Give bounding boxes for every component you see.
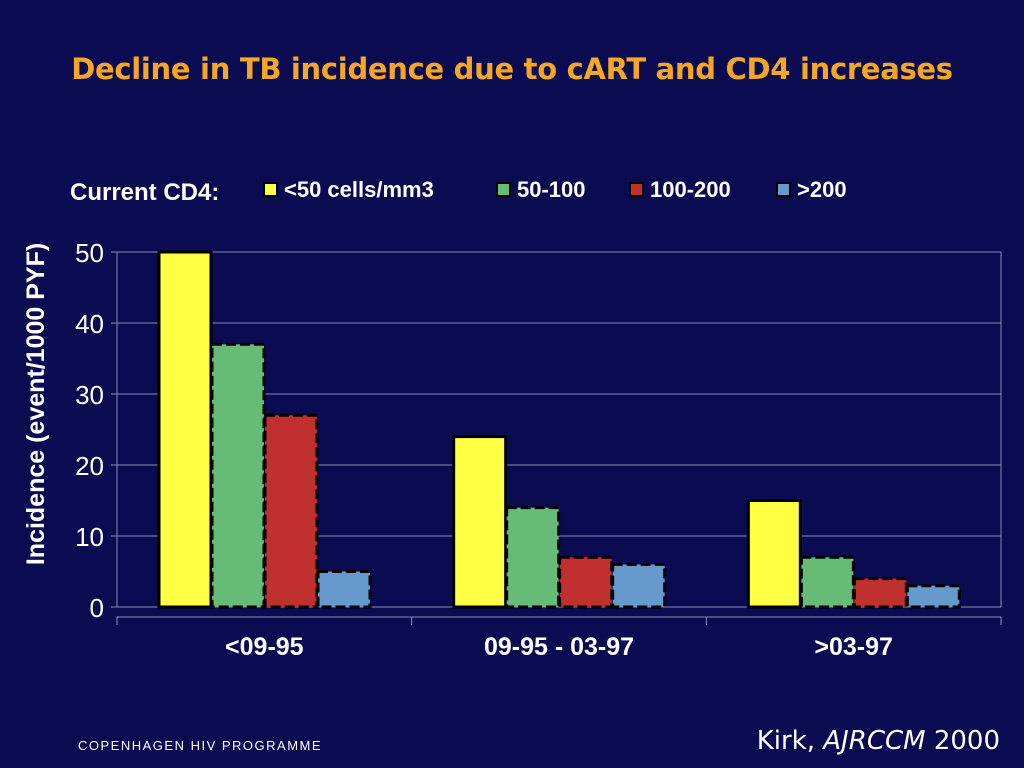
citation-journal: AJRCCM [823,726,926,756]
bar [558,555,614,609]
y-tick-label: 30 [75,380,104,410]
y-axis-title: Incidence (event/1000 PYF) [22,243,50,565]
legend-swatch [496,182,511,197]
bar [210,342,266,609]
bar [157,250,213,609]
y-tick-label: 40 [75,309,104,339]
slide-title: Decline in TB incidence due to cART and … [71,52,953,86]
citation: Kirk, AJRCCM 2000 [757,726,1000,756]
y-tick-label: 20 [75,451,104,481]
legend-swatch [263,182,278,197]
bar [746,499,802,609]
legend-swatch [629,182,644,197]
citation-author: Kirk, [756,726,824,756]
x-category-label: <09-95 [225,633,304,661]
bar [611,562,667,609]
bar [505,506,561,609]
y-tick-label: 0 [90,593,104,623]
legend-swatch [776,182,791,197]
bar [905,584,961,609]
legend-label: 100-200 [650,177,731,202]
y-tick-label: 10 [75,522,104,552]
bar [852,577,908,609]
footer-organization: COPENHAGEN HIV PROGRAMME [78,738,323,753]
x-category-label: 09-95 - 03-97 [484,633,634,661]
bar [316,570,372,609]
citation-year: 2000 [925,726,1000,756]
y-tick-label: 50 [75,238,104,268]
bar [263,413,319,609]
x-category-label: >03-97 [814,633,893,661]
legend-label: <50 cells/mm3 [284,177,434,202]
legend-label: 50-100 [517,177,586,202]
bar [452,435,508,609]
bar [799,555,855,609]
legend-title: Current CD4: [70,179,219,206]
legend-label: >200 [797,177,847,202]
